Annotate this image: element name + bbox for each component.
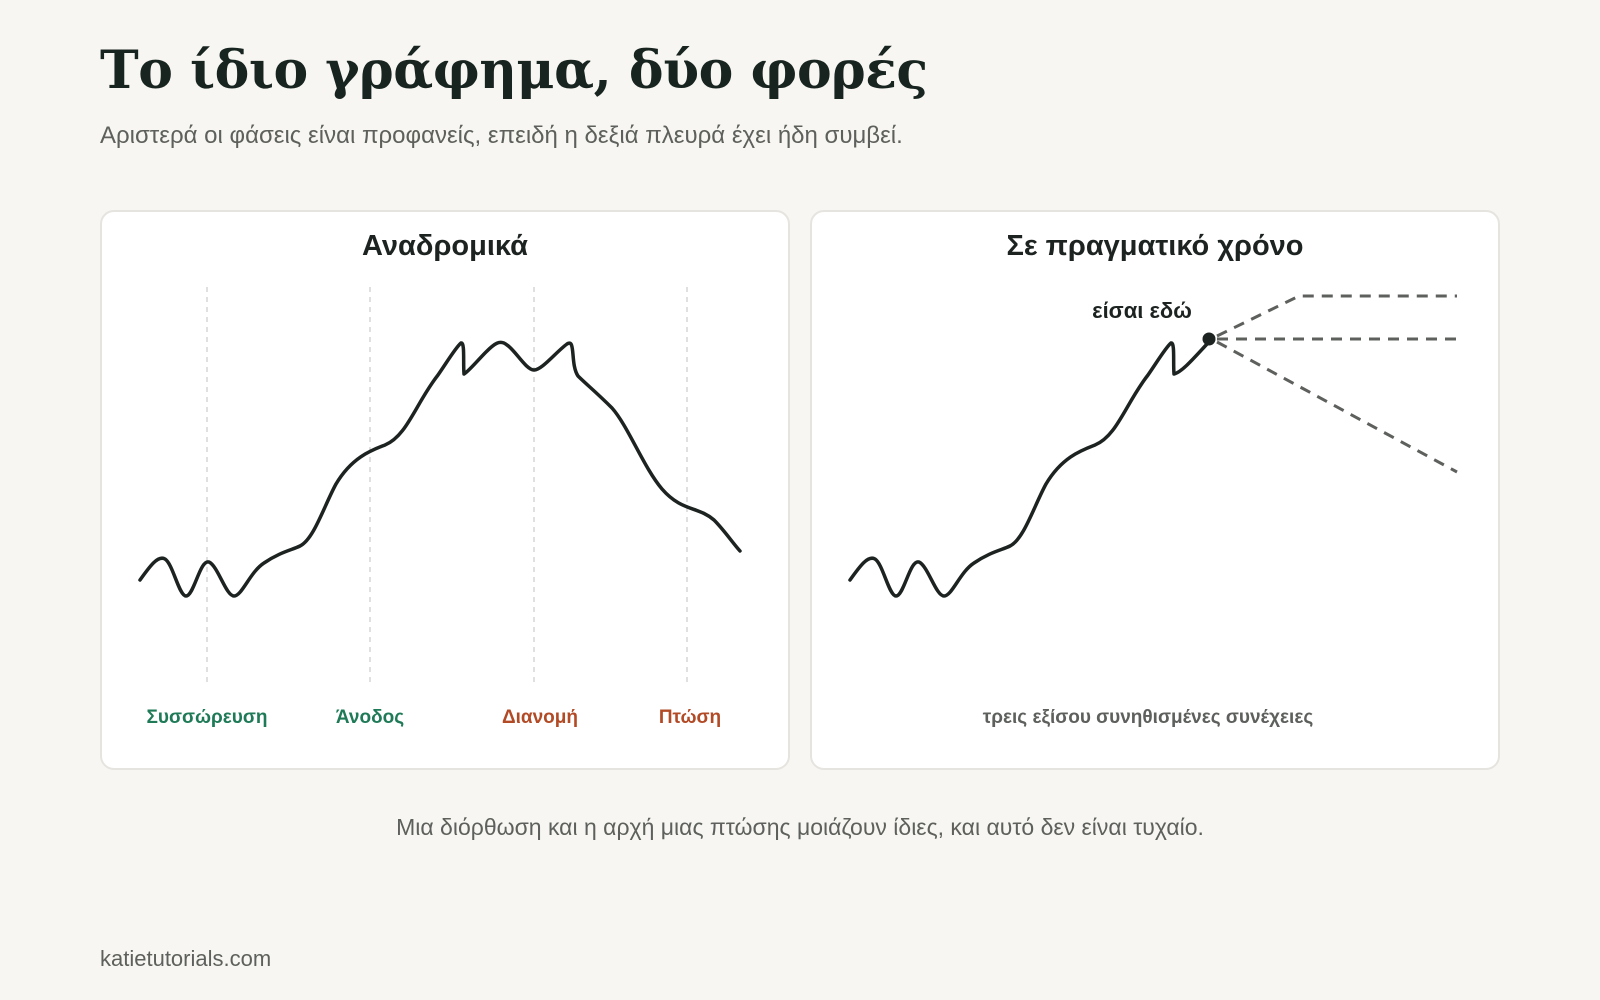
phase-label: Συσσώρευση <box>147 707 268 728</box>
current-position-marker <box>1202 332 1216 346</box>
panel-title: Αναδρομικά <box>362 230 528 262</box>
page-title: Το ίδιο γράφημα, δύο φορές <box>100 40 928 101</box>
phase-label: Άνοδος <box>336 707 404 728</box>
footnote: Μια διόρθωση και η αρχή μιας πτώσης μοιά… <box>396 814 1204 840</box>
panel-title: Σε πραγματικό χρόνο <box>1006 230 1304 262</box>
phase-label: Διανομή <box>502 707 578 728</box>
scenario-up <box>1216 294 1457 338</box>
price-line <box>848 341 1209 598</box>
site-credit: katietutorials.com <box>100 946 272 971</box>
scenario-down <box>1216 340 1458 474</box>
scenarios-caption: τρεις εξίσου συνηθισμένες συνέχειες <box>983 707 1314 728</box>
page-subtitle: Αριστερά οι φάσεις είναι προφανείς, επει… <box>100 122 903 149</box>
phase-label: Πτώση <box>659 707 721 728</box>
retrospective-panel: Συσσώρευση Άνοδος Διανομή Πτώση Αναδρομι… <box>100 210 790 770</box>
realtime-panel: είσαι εδώ τρεις εξίσου συνηθισμένες συνέ… <box>810 210 1500 770</box>
retrospective-chart: Συσσώρευση Άνοδος Διανομή Πτώση <box>138 287 742 728</box>
realtime-chart: είσαι εδώ τρεις εξίσου συνηθισμένες συνέ… <box>848 294 1458 728</box>
price-line <box>138 340 742 598</box>
current-position-label: είσαι εδώ <box>1092 298 1192 323</box>
